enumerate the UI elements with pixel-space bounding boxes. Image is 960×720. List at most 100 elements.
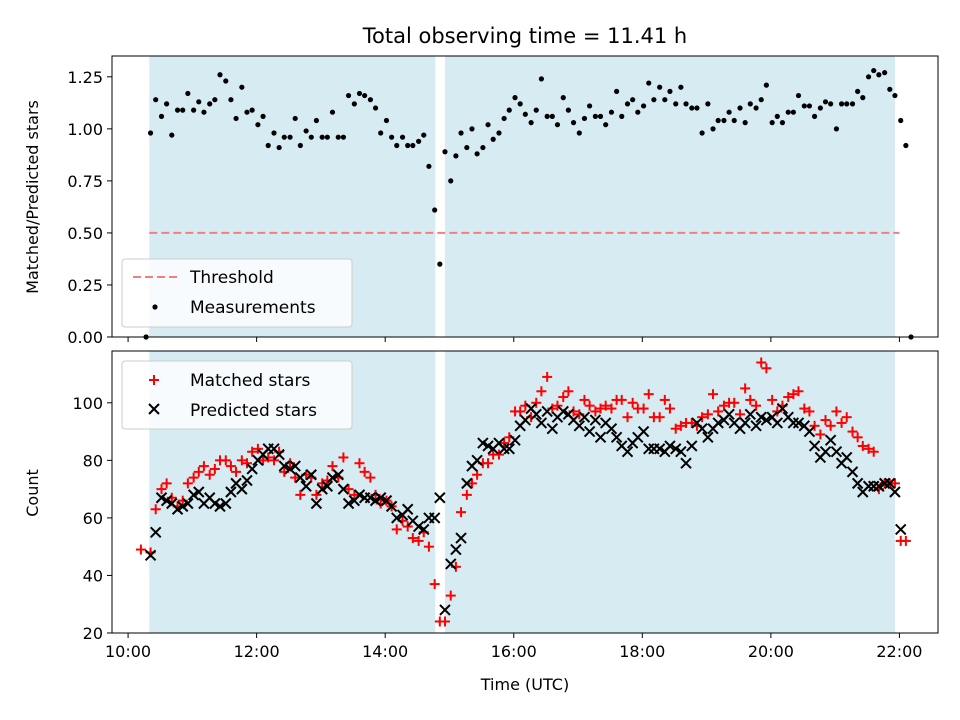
- matched-point: [182, 478, 193, 489]
- predicted-point: [182, 497, 194, 510]
- measurement-point: [795, 92, 802, 99]
- bottom-legend-box: [121, 360, 353, 430]
- measurement-point: [855, 88, 861, 94]
- measurement-point: [790, 109, 796, 115]
- measurement-point: [619, 113, 625, 119]
- matched-point: [708, 389, 719, 400]
- bottom-plot-frame: [111, 350, 939, 634]
- matched-point: [402, 521, 413, 532]
- y-tick-label: 80: [83, 451, 103, 470]
- predicted-point: [573, 420, 586, 432]
- matched-point: [820, 415, 831, 426]
- matched-point: [616, 394, 627, 405]
- measurement-point: [522, 111, 528, 117]
- matched-point: [857, 440, 868, 451]
- measurement-point: [169, 132, 175, 138]
- predicted-point: [193, 486, 205, 498]
- measurement-point: [372, 105, 379, 111]
- top-legend: Threshold Measurements: [121, 258, 353, 328]
- predicted-point: [787, 417, 800, 429]
- threshold-legend-label: Threshold: [189, 268, 274, 288]
- predicted-point: [744, 408, 757, 421]
- matched-point: [563, 386, 574, 397]
- measurement-point: [517, 101, 523, 107]
- matched-point: [225, 461, 236, 472]
- top-y-axis-label: Matched/Predicted stars: [23, 100, 42, 294]
- measurement-point: [811, 113, 818, 119]
- measurement-point: [276, 144, 282, 151]
- measurement-point: [458, 130, 464, 136]
- predicted-point: [439, 604, 451, 616]
- predicted-point: [498, 443, 510, 455]
- predicted-point: [868, 480, 880, 492]
- measurement-point: [158, 113, 165, 119]
- predicted-point: [326, 471, 339, 484]
- measurements-legend-label: Measurements: [190, 298, 316, 318]
- predicted-point: [246, 463, 258, 475]
- measurement-point: [512, 95, 518, 101]
- measurement-point: [324, 134, 330, 140]
- x-tick-label: 18:00: [619, 642, 665, 661]
- measurement-point: [367, 97, 374, 103]
- measurement-point: [876, 72, 882, 78]
- measurement-point: [405, 142, 411, 149]
- measurement-point: [217, 72, 223, 78]
- measurement-point: [271, 130, 277, 136]
- measurement-point: [389, 134, 395, 140]
- matched-point: [429, 579, 440, 590]
- x-tick-label: 22:00: [876, 642, 922, 661]
- predicted-point: [214, 500, 226, 513]
- matched-point: [391, 524, 402, 535]
- matched-point: [558, 392, 569, 403]
- predicted-point: [236, 483, 248, 495]
- matched-point: [868, 446, 879, 457]
- matched-point: [531, 397, 542, 408]
- measurement-point: [383, 117, 390, 124]
- measurement-point: [228, 97, 234, 103]
- predicted-point: [455, 532, 467, 544]
- matched-point: [900, 535, 911, 546]
- measurement-point: [255, 122, 261, 128]
- predicted-point: [878, 477, 891, 490]
- measurement-point: [281, 134, 287, 140]
- y-tick-label: 1.00: [67, 120, 103, 139]
- measurement-point: [394, 142, 400, 149]
- matched-point: [252, 443, 263, 454]
- predicted-point: [294, 471, 307, 484]
- predicted-point: [621, 446, 634, 458]
- measurement-point: [678, 84, 684, 90]
- predicted-point: [771, 417, 784, 429]
- predicted-point: [337, 483, 350, 495]
- measurement-point: [822, 99, 829, 105]
- predicted-point: [884, 477, 896, 490]
- predicted-point: [374, 492, 387, 504]
- matched-point: [536, 386, 547, 397]
- matched-point: [423, 541, 434, 552]
- measurement-point: [806, 103, 813, 109]
- matched-point: [193, 466, 204, 477]
- measurement-point: [871, 67, 877, 74]
- measurement-point: [833, 126, 840, 132]
- matched-point: [247, 446, 258, 457]
- measurement-point: [437, 261, 443, 267]
- matched-point: [622, 412, 633, 423]
- x-tick-label: 12:00: [234, 642, 280, 661]
- predicted-point: [144, 549, 157, 562]
- matched-point: [590, 406, 601, 417]
- measurement-points: [143, 67, 914, 340]
- predicted-point: [450, 543, 462, 556]
- predicted-point: [851, 477, 864, 490]
- matched-point: [638, 403, 649, 414]
- matched-legend-marker: [149, 375, 159, 385]
- y-tick-label: 100: [72, 394, 103, 413]
- bottom-panel: 20 40 60 80 100 10:00 12:00 14:00 16:00 18:00 20:…: [23, 350, 939, 694]
- matched-point: [627, 397, 638, 408]
- predicted-point: [702, 431, 714, 444]
- measurement-point: [565, 107, 571, 113]
- matched-point: [799, 403, 810, 414]
- predicted-point: [750, 420, 762, 432]
- matched-point: [472, 469, 483, 480]
- measurement-point: [763, 82, 769, 88]
- predicted-point: [509, 434, 521, 446]
